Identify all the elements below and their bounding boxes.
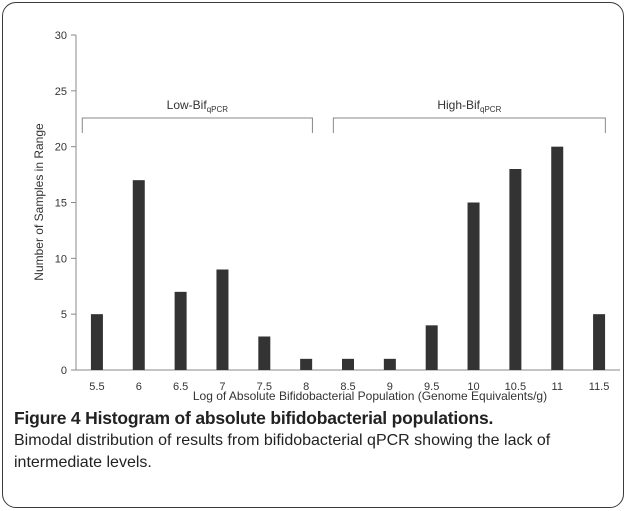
bar — [383, 358, 396, 370]
bar — [132, 180, 145, 370]
bar — [258, 336, 271, 370]
y-tick-label: 0 — [61, 365, 67, 377]
group-label: Low-BifqPCR — [167, 98, 229, 114]
x-tick-label: 6 — [136, 381, 142, 393]
x-tick-label: 10.5 — [505, 381, 526, 393]
x-axis-label: Log of Absolute Bifidobacterial Populati… — [193, 389, 547, 403]
bar — [551, 146, 564, 370]
x-tick-label: 11 — [552, 381, 563, 393]
y-tick-label: 15 — [55, 198, 67, 210]
bar — [174, 291, 187, 370]
group-bracket — [332, 117, 606, 133]
figure-caption: Figure 4 Histogram of absolute bifidobac… — [14, 406, 614, 474]
group-label: High-BifqPCR — [437, 98, 501, 114]
x-tick-label: 8.5 — [340, 381, 355, 393]
bar — [467, 202, 480, 370]
bars — [90, 146, 606, 370]
bar — [425, 325, 438, 370]
x-tick-label: 9.5 — [424, 381, 439, 393]
caption-body: Bimodal distribution of results from bif… — [14, 432, 551, 471]
y-tick-label: 20 — [55, 142, 67, 154]
x-tick-label: 7.5 — [257, 381, 272, 393]
group-brackets: Low-BifqPCR High-BifqPCR — [81, 98, 606, 133]
x-tick-label: 10 — [467, 381, 479, 393]
x-axis: 5.5 6 6.5 7 7.5 8 8.5 9 9.5 10 10.5 11 11.5 — [76, 369, 620, 393]
y-axis-label: Number of Samples in Range — [32, 123, 46, 281]
x-tick-label: 8 — [303, 381, 309, 393]
y-tick-label: 10 — [55, 253, 67, 265]
bar — [90, 314, 103, 370]
group-label-subscript: qPCR — [207, 105, 229, 114]
bar — [216, 269, 229, 370]
histogram-chart: 0 5 10 15 20 25 30 5.5 6 6.5 7 7.5 8 8.5 9 9.5 10 10.5 11… — [32, 30, 620, 403]
group-bracket — [81, 117, 313, 133]
y-axis: 0 5 10 15 20 25 30 — [55, 30, 77, 377]
group-label-subscript: qPCR — [480, 105, 502, 114]
x-tick-label: 9 — [387, 381, 393, 393]
bar — [593, 314, 606, 370]
y-tick-label: 5 — [61, 309, 67, 321]
x-tick-label: 6.5 — [173, 381, 188, 393]
y-tick-label: 30 — [55, 30, 67, 42]
x-tick-label: 5.5 — [89, 381, 104, 393]
x-tick-label: 11.5 — [589, 381, 610, 393]
bar — [300, 358, 313, 370]
caption-title: Figure 4 Histogram of absolute bifidobac… — [14, 408, 494, 428]
bar — [342, 358, 354, 370]
bar — [509, 169, 522, 370]
y-tick-label: 25 — [55, 86, 67, 98]
x-tick-label: 7 — [219, 381, 225, 393]
